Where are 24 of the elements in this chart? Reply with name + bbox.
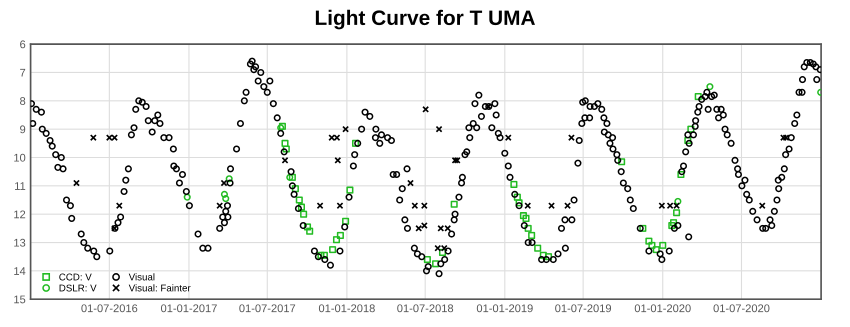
- y-tick-label: 9: [20, 125, 26, 134]
- x-tick-label: 01-07-2020: [714, 304, 770, 312]
- x-tick-label: 01-07-2017: [239, 304, 296, 312]
- y-tick-label: 15: [14, 296, 26, 304]
- legend-label: CCD: V: [59, 274, 92, 280]
- y-tick-label: 12: [14, 210, 26, 218]
- y-tick-label: 6: [20, 40, 26, 48]
- y-tick-label: 7: [20, 68, 26, 77]
- y-tick-label: 10: [14, 154, 26, 162]
- x-tick-label: 01-07-2019: [555, 304, 612, 312]
- x-tick-label: 01-01-2018: [318, 304, 375, 312]
- x-tick-label: 01-01-2017: [160, 304, 217, 312]
- legend-label: Visual: Fainter: [128, 284, 191, 292]
- x-tick-label: 01-01-2020: [634, 304, 691, 312]
- x-tick-label: 01-07-2016: [81, 304, 138, 312]
- y-tick-label: 8: [20, 97, 26, 105]
- y-tick-label: 13: [14, 238, 26, 247]
- x-tick-label: 01-01-2019: [476, 304, 533, 312]
- x-tick-label: 01-07-2018: [397, 304, 454, 312]
- legend-label: DSLR: V: [60, 284, 97, 292]
- legend-label: Visual: [128, 273, 154, 280]
- chart-title: Light Curve for T UMA: [316, 10, 535, 30]
- y-tick-label: 14: [14, 267, 26, 275]
- y-tick-label: 11: [15, 182, 26, 190]
